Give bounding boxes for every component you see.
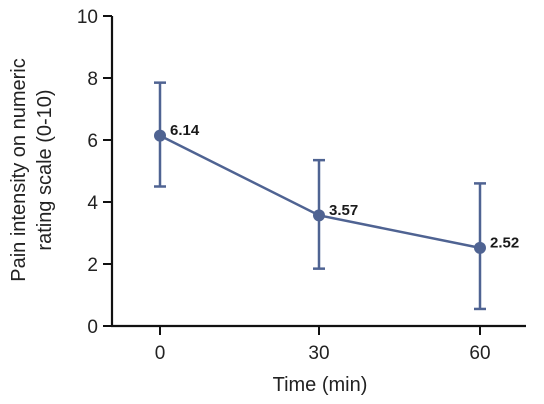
y-tick-label-4: 4 [87,193,98,214]
data-point-0 [154,129,166,142]
plot-area: 0 2 4 6 8 10 0 30 60 6.14 3.57 2.52 [77,7,526,364]
x-tick-label-60: 60 [469,343,490,364]
x-axis-title: Time (min) [273,374,368,396]
data-label-0: 6.14 [170,122,200,139]
data-point-60 [474,241,486,254]
y-axis-title: Pain intensity on numeric rating scale (… [8,58,56,281]
y-tick-label-10: 10 [77,7,98,28]
y-tick-label-8: 8 [87,69,98,90]
data-label-30: 3.57 [329,202,358,219]
x-tick-label-0: 0 [155,343,166,364]
y-tick-label-0: 0 [87,317,98,338]
data-label-60: 2.52 [490,234,519,251]
y-axis-title-line-1: Pain intensity on numeric [8,58,30,281]
y-tick-label-2: 2 [87,255,98,276]
y-axis-title-line-2: rating scale (0-10) [34,89,56,250]
data-point-30 [313,209,325,222]
y-tick-label-6: 6 [87,131,98,152]
x-tick-label-30: 30 [308,343,329,364]
